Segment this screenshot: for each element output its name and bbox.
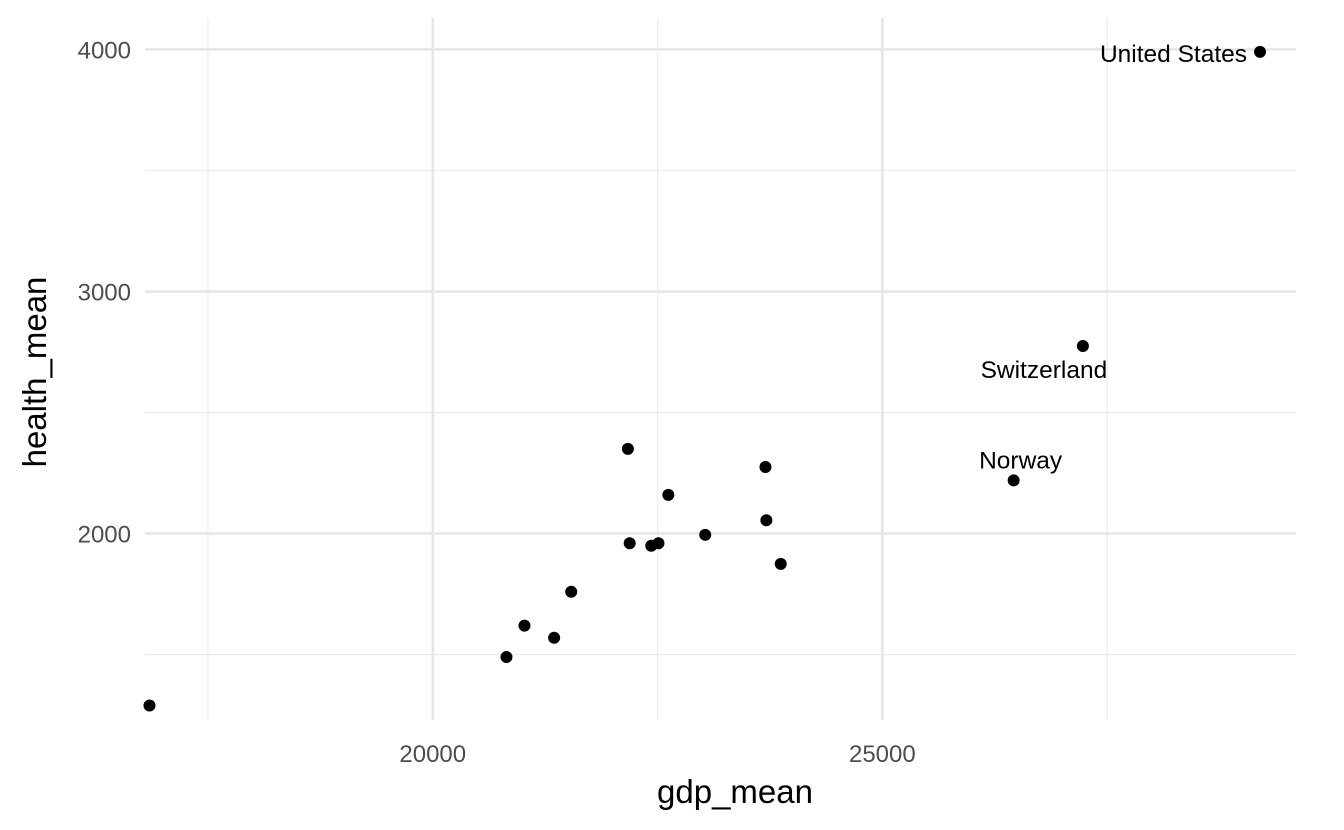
data-point: [652, 537, 665, 550]
point-label: Switzerland: [981, 357, 1108, 384]
data-point: [565, 585, 578, 598]
x-axis-tick-labels: 20000 25000: [399, 741, 915, 768]
major-gridlines: [145, 18, 1296, 720]
data-point: [623, 537, 636, 550]
data-point: [759, 461, 772, 474]
point-label: Norway: [979, 447, 1063, 474]
data-point: [143, 699, 156, 712]
data-point: [518, 619, 531, 632]
y-tick-label: 2000: [78, 522, 131, 549]
data-point: [1007, 474, 1020, 487]
data-point: [774, 557, 787, 570]
y-axis-tick-labels: 2000 3000 4000: [78, 37, 131, 548]
point-labels: Norway Switzerland United States: [979, 41, 1247, 474]
data-point: [662, 488, 675, 501]
data-point: [548, 631, 561, 644]
y-tick-label: 3000: [78, 280, 131, 307]
point-label: United States: [1100, 41, 1247, 68]
data-point: [1254, 45, 1267, 58]
data-point: [699, 528, 712, 541]
minor-gridlines: [145, 18, 1296, 720]
data-point: [760, 514, 773, 527]
data-point: [1076, 340, 1089, 353]
data-points: [143, 45, 1267, 712]
data-point: [500, 651, 513, 664]
x-tick-label: 20000: [399, 741, 466, 768]
x-tick-label: 25000: [849, 741, 916, 768]
y-tick-label: 4000: [78, 37, 131, 64]
data-point: [621, 442, 634, 455]
x-axis-title: gdp_mean: [657, 773, 813, 810]
y-axis-title: health_mean: [16, 277, 53, 468]
